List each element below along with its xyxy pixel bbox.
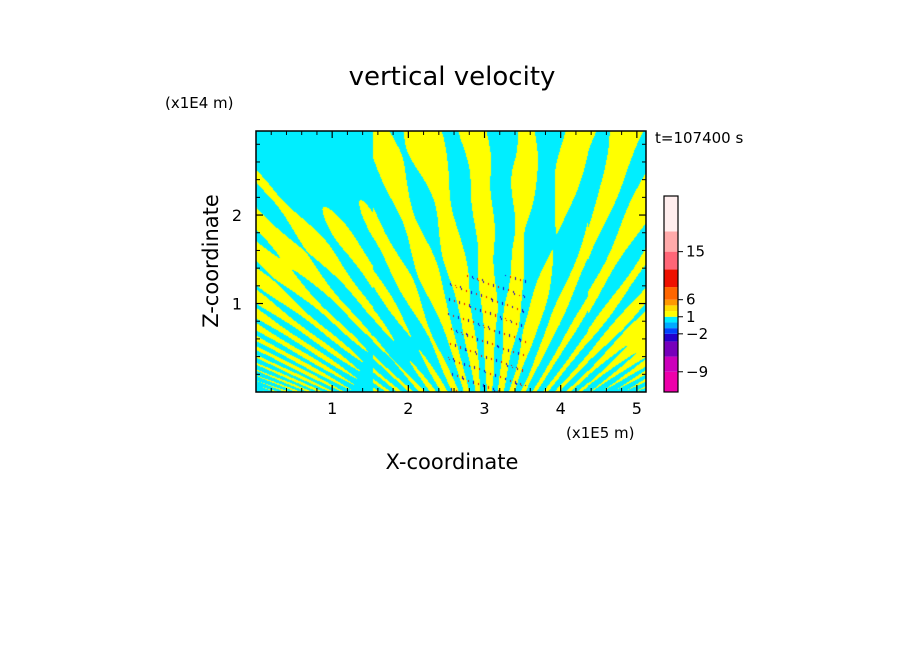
colorbar-ticks: 15 61−2 −9 [678, 243, 708, 381]
colorbar-band [664, 251, 678, 270]
x-tick-label: 1 [327, 399, 337, 418]
x-tick-label: 2 [403, 399, 413, 418]
y-tick-label: 2 [232, 206, 242, 225]
colorbar-tick-label: −2 [686, 325, 708, 343]
colorbar-band [664, 356, 678, 372]
colorbar-tick-label: 15 [686, 243, 705, 261]
colorbar-band [664, 371, 678, 392]
x-axis: 1 2 3 4 5 [270, 131, 642, 418]
colorbar-band [664, 196, 678, 232]
colorbar-band [664, 269, 678, 288]
x-tick-label: 3 [479, 399, 489, 418]
colorbar-tick-label: −9 [686, 363, 708, 381]
colorbar-band [664, 322, 678, 329]
chart-title: vertical velocity [349, 62, 556, 92]
x-scale-label: (x1E5 m) [566, 424, 635, 442]
colorbar-band [664, 287, 678, 300]
velocity-field-raster [256, 131, 646, 392]
y-axis-label: Z-coordinate [199, 194, 223, 328]
y-scale-label: (x1E4 m) [165, 94, 234, 112]
colorbar-frame [663, 195, 679, 393]
colorbar [663, 195, 679, 393]
colorbar-band [664, 299, 678, 306]
y-tick-label: 1 [232, 295, 242, 314]
colorbar-tick-label: 6 [686, 291, 696, 309]
colorbar-band [664, 316, 678, 323]
y-axis: 12 [232, 143, 646, 375]
colorbar-band [664, 328, 678, 334]
colorbar-band [664, 311, 678, 317]
x-tick-label: 5 [632, 399, 642, 418]
velocity-field [256, 131, 646, 392]
colorbar-band [664, 341, 678, 357]
colorbar-band [664, 305, 678, 312]
x-tick-label: 4 [556, 399, 566, 418]
colorbar-band [664, 231, 678, 252]
plot-frame [255, 130, 647, 393]
colorbar-band [664, 333, 678, 342]
time-label: t=107400 s [655, 129, 743, 147]
x-axis-label: X-coordinate [386, 450, 519, 474]
colorbar-tick-label: 1 [686, 308, 696, 326]
